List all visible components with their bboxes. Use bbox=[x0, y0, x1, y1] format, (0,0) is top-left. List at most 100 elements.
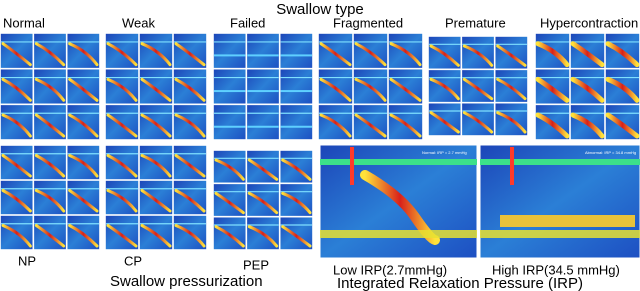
ues-band bbox=[280, 54, 312, 57]
contraction-wave bbox=[214, 191, 245, 215]
ues-band bbox=[247, 125, 279, 128]
ues-band bbox=[320, 159, 477, 165]
ues-band bbox=[280, 90, 312, 93]
contraction-wave bbox=[281, 191, 312, 215]
contraction-wave bbox=[68, 42, 99, 67]
contraction-wave bbox=[1, 189, 32, 213]
contraction-wave bbox=[281, 158, 312, 181]
manometry-thumbnail bbox=[246, 68, 280, 105]
panel-label: Premature bbox=[445, 15, 506, 30]
contraction-wave bbox=[389, 42, 422, 67]
contraction-wave bbox=[68, 154, 99, 178]
panel-label: Fragmented bbox=[333, 15, 403, 30]
contraction-wave bbox=[462, 111, 494, 134]
contraction-wave bbox=[34, 42, 66, 67]
contraction-wave bbox=[535, 41, 570, 68]
les-band bbox=[480, 230, 640, 238]
contraction-wave bbox=[1, 42, 32, 67]
section-title: Integrated Relaxation Pressure (IRP) bbox=[337, 275, 583, 291]
panel-label: PEP bbox=[243, 257, 269, 272]
panel-label: Hypercontraction bbox=[540, 15, 638, 30]
contraction-wave bbox=[496, 44, 527, 67]
contraction-wave bbox=[34, 189, 66, 213]
ues-band bbox=[214, 90, 246, 93]
manometry-thumbnail bbox=[246, 33, 280, 69]
section-title: Swallow pressurization bbox=[110, 273, 263, 290]
manometry-thumbnail bbox=[279, 68, 313, 105]
contraction-wave bbox=[140, 77, 172, 102]
contraction-wave bbox=[140, 154, 172, 178]
contraction-wave bbox=[34, 113, 66, 138]
panel-label: Normal bbox=[3, 15, 45, 30]
contraction-wave bbox=[247, 191, 279, 215]
ues-band bbox=[214, 54, 246, 57]
contraction-wave bbox=[429, 77, 460, 101]
contraction-wave bbox=[496, 111, 527, 134]
panel-label: CP bbox=[124, 253, 142, 268]
contraction-wave bbox=[1, 154, 32, 178]
contraction-wave bbox=[174, 113, 206, 138]
manometry-thumbnail bbox=[279, 33, 313, 69]
contraction-wave bbox=[214, 158, 245, 181]
contraction-wave bbox=[106, 113, 138, 138]
contraction-wave bbox=[535, 112, 570, 139]
contraction-wave bbox=[319, 113, 352, 138]
panel-label: NP bbox=[18, 253, 36, 268]
contraction-wave bbox=[496, 77, 527, 101]
contraction-wave bbox=[140, 113, 172, 138]
contraction-wave bbox=[106, 77, 138, 102]
contraction-wave bbox=[1, 113, 32, 138]
ues-band bbox=[214, 125, 246, 128]
manometry-thumbnail bbox=[246, 104, 280, 140]
panel-label: Failed bbox=[230, 15, 265, 30]
contraction-wave bbox=[106, 42, 138, 67]
les-band bbox=[320, 230, 477, 238]
figure-title: Swallow type bbox=[276, 1, 364, 18]
contraction-wave bbox=[247, 225, 279, 248]
contraction-wave bbox=[462, 44, 494, 67]
ues-band bbox=[247, 54, 279, 57]
contraction-wave bbox=[68, 224, 99, 248]
contraction-wave bbox=[34, 154, 66, 178]
contraction-wave bbox=[34, 224, 66, 248]
ues-band bbox=[280, 125, 312, 128]
contraction-wave bbox=[605, 41, 640, 68]
contraction-wave bbox=[570, 112, 605, 139]
contraction-wave bbox=[535, 76, 570, 103]
manometry-thumbnail bbox=[213, 68, 247, 105]
contraction-wave bbox=[140, 42, 172, 67]
manometry-thumbnail bbox=[279, 104, 313, 140]
contraction-wave bbox=[570, 76, 605, 103]
contraction-wave bbox=[354, 42, 387, 67]
contraction-wave bbox=[1, 224, 32, 248]
contraction-wave bbox=[389, 113, 422, 138]
contraction-wave bbox=[354, 113, 387, 138]
contraction-wave bbox=[319, 42, 352, 67]
contraction-wave bbox=[462, 77, 494, 101]
contraction-wave bbox=[570, 41, 605, 68]
contraction-wave bbox=[281, 225, 312, 248]
contraction-wave bbox=[429, 111, 460, 134]
contraction-wave bbox=[247, 158, 279, 181]
irp-annotation: Normal: IRP = 2.7 mmHg bbox=[422, 150, 467, 155]
contraction-wave bbox=[214, 225, 245, 248]
contraction-wave bbox=[106, 189, 138, 213]
contraction-wave bbox=[605, 112, 640, 139]
contraction-wave bbox=[140, 189, 172, 213]
panel-label: Weak bbox=[122, 15, 155, 30]
irp-annotation: Abnormal: IRP = 34.8 mmHg bbox=[585, 150, 636, 155]
contraction-wave bbox=[68, 113, 99, 138]
contraction-wave bbox=[1, 77, 32, 102]
contraction-wave bbox=[140, 224, 172, 248]
les-band bbox=[500, 215, 635, 227]
contraction-wave bbox=[68, 189, 99, 213]
contraction-wave bbox=[174, 42, 206, 67]
contraction-wave bbox=[389, 77, 422, 102]
contraction-wave bbox=[174, 224, 206, 248]
contraction-wave bbox=[68, 77, 99, 102]
contraction-wave bbox=[34, 77, 66, 102]
contraction-wave bbox=[429, 44, 460, 67]
contraction-wave bbox=[605, 76, 640, 103]
manometry-thumbnail bbox=[213, 33, 247, 69]
